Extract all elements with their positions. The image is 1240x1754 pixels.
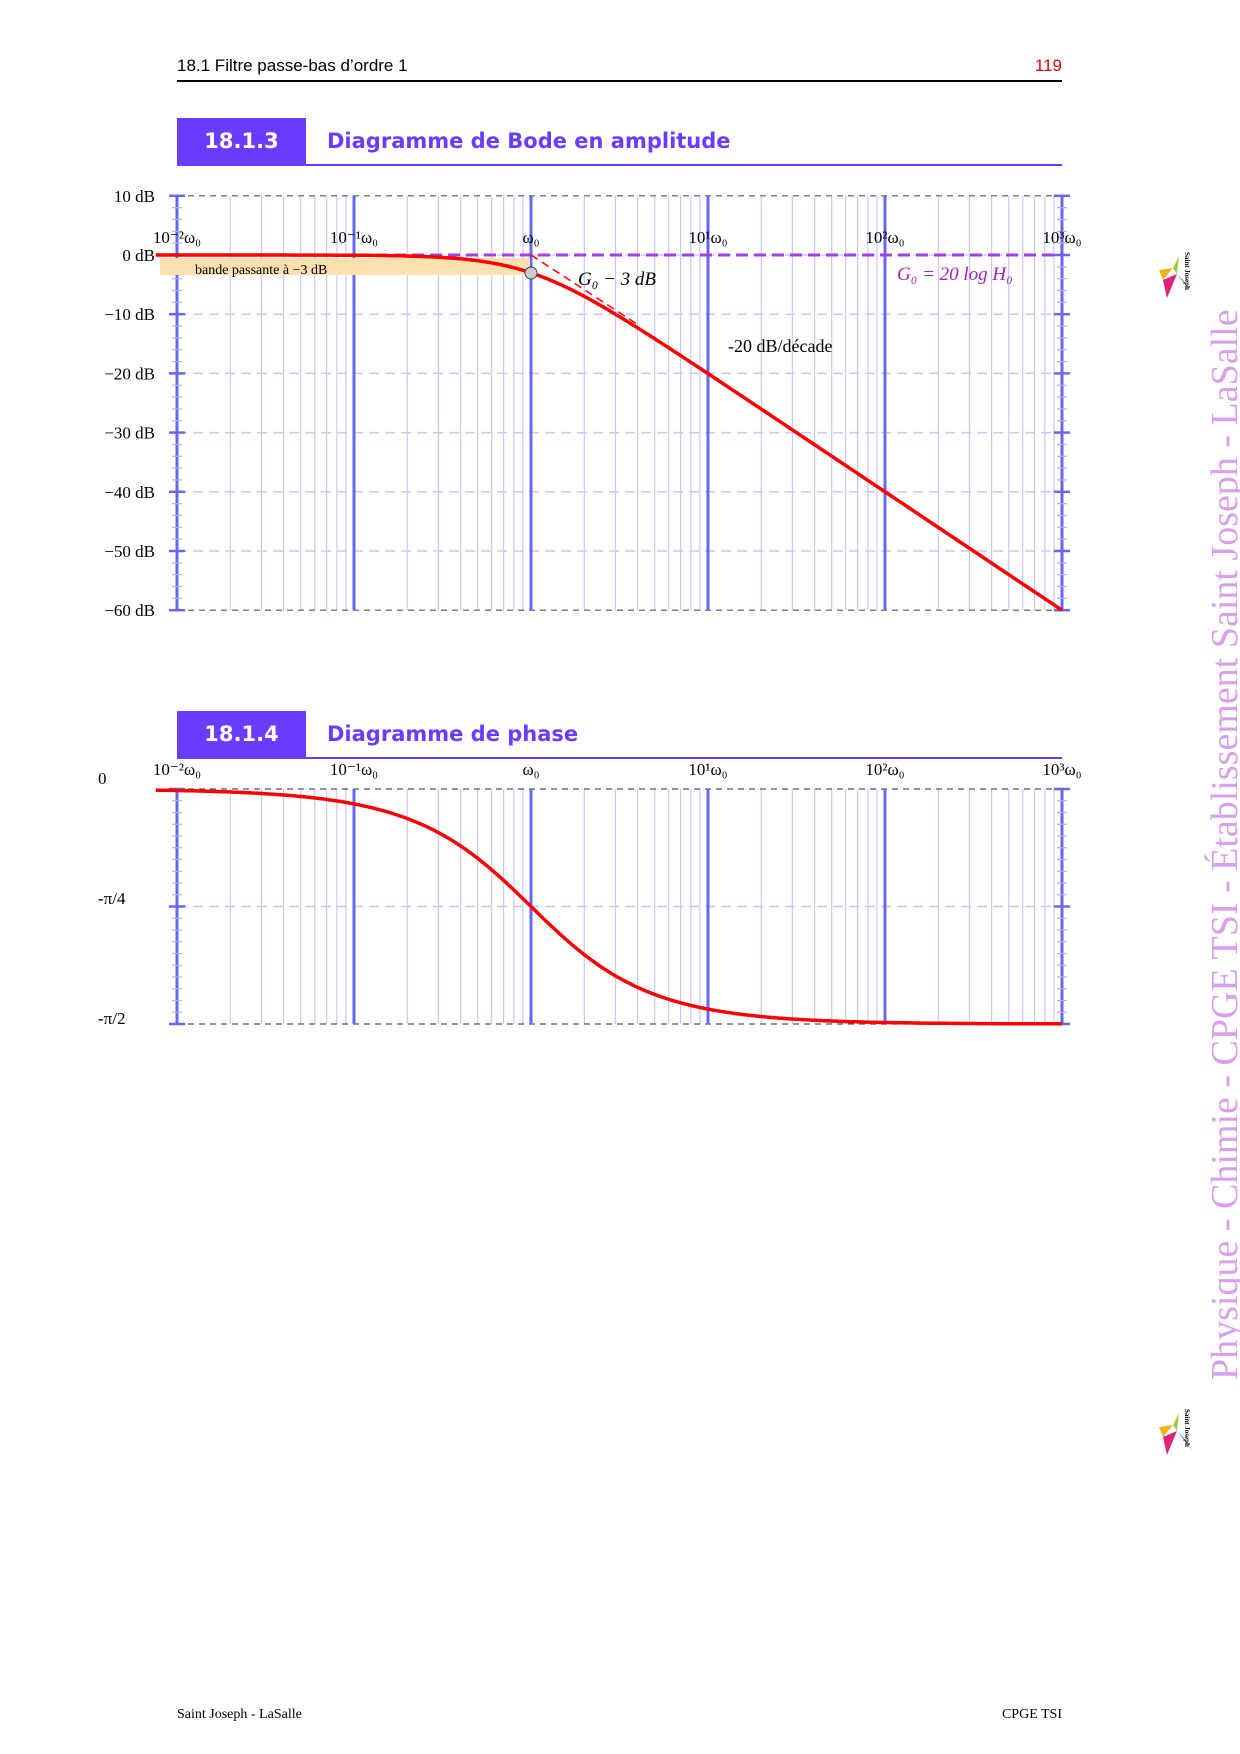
svg-text:0 dB: 0 dB (122, 246, 155, 265)
section-number: 18.1.3 (177, 118, 306, 164)
section-heading-amplitude: 18.1.3 Diagramme de Bode en amplitude (177, 118, 1062, 166)
sidebar-watermark: Physique - Chimie - CPGE TSI - Établisse… (1165, 309, 1240, 1380)
svg-text:10²ω₀: 10²ω₀ (865, 760, 904, 779)
svg-text:10³ω₀: 10³ω₀ (1042, 760, 1081, 779)
svg-text:−50 dB: −50 dB (104, 542, 155, 561)
svg-text:10¹ω₀: 10¹ω₀ (688, 228, 727, 247)
svg-text:-π/2: -π/2 (98, 1009, 125, 1028)
svg-text:Saint Joseph: Saint Joseph (1183, 252, 1191, 290)
svg-text:10⁻¹ω₀: 10⁻¹ω₀ (330, 228, 378, 247)
phase-x-labels: 10⁻²ω₀ 10⁻¹ω₀ ω₀ 10¹ω₀ 10²ω₀ 10³ω₀ (153, 760, 1082, 779)
slope-label: -20 dB/décade (728, 336, 832, 356)
gain-curve (155, 253, 1063, 612)
svg-text:10⁻²ω₀: 10⁻²ω₀ (153, 760, 201, 779)
section-title: Diagramme de Bode en amplitude (327, 129, 731, 153)
svg-text:10²ω₀: 10²ω₀ (865, 228, 904, 247)
svg-text:ω₀: ω₀ (522, 228, 539, 247)
bode-amplitude-chart: 10 dB 0 dB −10 dB −20 dB −30 dB −40 dB −50 dB −… (104, 187, 1082, 620)
sidebar-text: Physique - Chimie - CPGE TSI - Établisse… (1204, 309, 1240, 1380)
amplitude-y-labels: 10 dB 0 dB −10 dB −20 dB −30 dB −40 dB −50 dB −… (104, 187, 155, 620)
svg-text:ω₀: ω₀ (522, 760, 539, 779)
svg-text:0: 0 (98, 769, 107, 788)
band-label: bande passante à −3 dB (195, 263, 327, 278)
cutoff-point (524, 266, 538, 280)
svg-text:10 dB: 10 dB (114, 187, 155, 206)
svg-text:−30 dB: −30 dB (104, 424, 155, 443)
school-logo-icon: Saint Joseph (1159, 252, 1193, 298)
asymptote-label: G₀ = 20 log H₀ (897, 264, 1013, 285)
passband-band (160, 258, 530, 275)
section-heading-phase: 18.1.4 Diagramme de phase (177, 711, 1062, 759)
slope-asymptote (530, 254, 641, 327)
svg-text:10¹ω₀: 10¹ω₀ (688, 760, 727, 779)
phase-y-labels: 0 -π/4 -π/2 (98, 769, 126, 1028)
running-header: 18.1 Filtre passe-bas d’ordre 1 119 (177, 56, 1062, 82)
svg-text:−40 dB: −40 dB (104, 483, 155, 502)
bode-phase-chart: 0 -π/4 -π/2 10⁻²ω₀ 10⁻¹ω₀ ω₀ 10¹ω₀ 10²ω₀ 10³ω₀ (98, 760, 1082, 1028)
running-header-title: 18.1 Filtre passe-bas d’ordre 1 (177, 56, 408, 75)
svg-text:Saint Joseph: Saint Joseph (1183, 1409, 1191, 1447)
footer-left: Saint Joseph - LaSalle (177, 1707, 302, 1722)
amplitude-x-labels: 10⁻²ω₀ 10⁻¹ω₀ ω₀ 10¹ω₀ 10²ω₀ 10³ω₀ (153, 228, 1082, 247)
svg-text:−20 dB: −20 dB (104, 364, 155, 383)
section-number: 18.1.4 (177, 711, 306, 757)
svg-text:−10 dB: −10 dB (104, 305, 155, 324)
phase-grid (169, 787, 1070, 1026)
cutoff-label: G₀ − 3 dB (578, 269, 656, 290)
svg-text:-π/4: -π/4 (98, 889, 126, 908)
phase-curve (155, 788, 1063, 1026)
svg-text:10⁻²ω₀: 10⁻²ω₀ (153, 228, 201, 247)
svg-text:10³ω₀: 10³ω₀ (1042, 228, 1081, 247)
school-logo-icon: Saint Joseph (1159, 1409, 1193, 1455)
page-number: 119 (1034, 56, 1062, 75)
svg-text:10⁻¹ω₀: 10⁻¹ω₀ (330, 760, 378, 779)
section-title: Diagramme de phase (327, 722, 579, 746)
footer-right: CPGE TSI (1001, 1707, 1062, 1722)
svg-text:−60 dB: −60 dB (104, 601, 155, 620)
